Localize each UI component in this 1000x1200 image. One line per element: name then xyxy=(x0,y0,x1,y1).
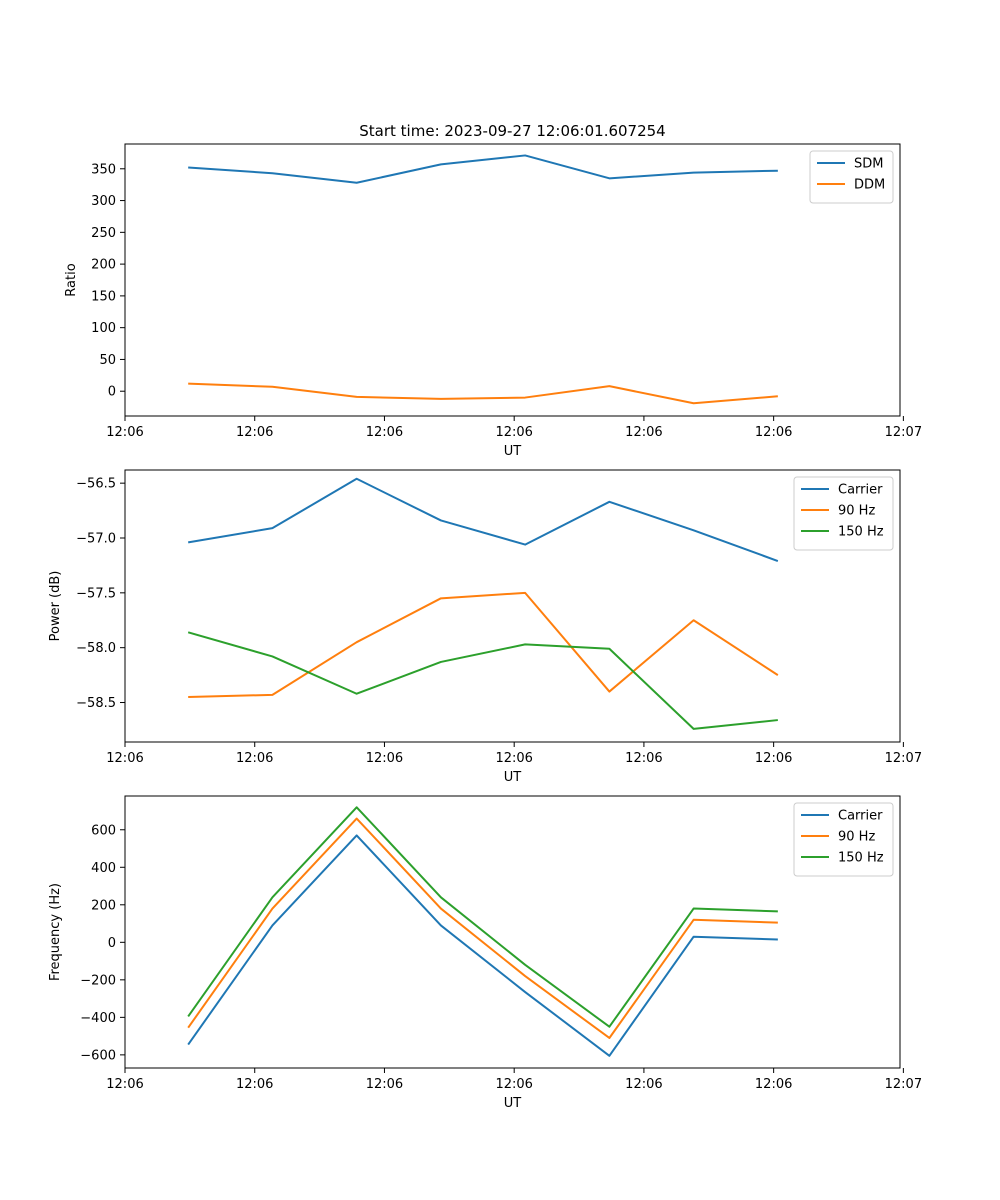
y-tick-label: 300 xyxy=(91,194,116,209)
series-line-sdm xyxy=(188,154,778,184)
series-line-150-hz xyxy=(187,631,778,730)
x-axis-label: UT xyxy=(504,1096,522,1111)
y-tick-label: 50 xyxy=(99,353,116,368)
legend: Carrier 90 Hz 150 Hz xyxy=(793,802,894,877)
chart-panel-1: 12:06 12:06 12:06 12:06 12:06 12:06 12:07 0 50 10… xyxy=(64,143,922,459)
y-tick-label: 600 xyxy=(91,823,116,838)
y-tick-label: 400 xyxy=(91,861,116,876)
y-tick-label: −58.5 xyxy=(76,696,116,711)
x-axis-label: UT xyxy=(504,444,522,459)
legend-label: 90 Hz xyxy=(838,504,875,519)
x-tick-label: 12:06 xyxy=(495,1077,532,1092)
x-tick-label: 12:06 xyxy=(236,1077,273,1092)
y-tick-label: 200 xyxy=(91,898,116,913)
series-line-150-hz xyxy=(187,806,778,1028)
legend-label: 90 Hz xyxy=(838,830,875,845)
x-tick-label: 12:06 xyxy=(625,1077,662,1092)
x-tick-label: 12:06 xyxy=(625,751,662,766)
plot-frame xyxy=(124,469,901,743)
series-line-90-hz xyxy=(188,591,779,699)
y-axis-label: Ratio xyxy=(64,263,79,296)
legend-label: SDM xyxy=(854,157,883,172)
legend: SDM DDM xyxy=(809,150,894,204)
y-tick-label: −400 xyxy=(80,1011,116,1026)
x-tick-label: 12:06 xyxy=(236,425,273,440)
chart-panel-3: 12:06 12:06 12:06 12:06 12:06 12:06 12:07 −600 −… xyxy=(48,795,922,1111)
legend-label: 150 Hz xyxy=(838,525,884,540)
x-tick-label: 12:07 xyxy=(885,751,922,766)
x-tick-label: 12:06 xyxy=(236,751,273,766)
plot-frame xyxy=(124,143,901,417)
y-tick-label: −200 xyxy=(80,973,116,988)
x-tick-label: 12:06 xyxy=(106,1077,143,1092)
x-tick-label: 12:06 xyxy=(495,751,532,766)
x-tick-label: 12:06 xyxy=(366,425,403,440)
legend-label: 150 Hz xyxy=(838,851,884,866)
x-tick-label: 12:06 xyxy=(366,1077,403,1092)
y-tick-label: 350 xyxy=(91,162,116,177)
y-axis-label: Frequency (Hz) xyxy=(48,883,63,981)
plot-frame xyxy=(124,795,901,1069)
legend-label: DDM xyxy=(854,178,885,193)
x-tick-label: 12:06 xyxy=(106,425,143,440)
series-line-carrier xyxy=(188,477,779,562)
series-line-ddm xyxy=(188,382,778,405)
legend-label: Carrier xyxy=(838,483,883,498)
y-tick-label: 150 xyxy=(91,289,116,304)
x-tick-label: 12:07 xyxy=(885,1077,922,1092)
x-tick-label: 12:06 xyxy=(755,425,792,440)
legend: Carrier 90 Hz 150 Hz xyxy=(793,476,894,551)
y-tick-label: 100 xyxy=(91,321,116,336)
y-tick-label: −56.5 xyxy=(76,477,116,492)
y-tick-label: 0 xyxy=(108,385,116,400)
y-tick-label: 0 xyxy=(108,936,116,951)
y-tick-label: −600 xyxy=(80,1048,116,1063)
x-tick-label: 12:07 xyxy=(885,425,922,440)
x-tick-label: 12:06 xyxy=(625,425,662,440)
x-tick-label: 12:06 xyxy=(755,1077,792,1092)
chart-panel-2: 12:06 12:06 12:06 12:06 12:06 12:06 12:07 −58.5… xyxy=(48,469,922,785)
series-line-90-hz xyxy=(187,817,778,1039)
series-line-carrier xyxy=(187,834,778,1057)
x-tick-label: 12:06 xyxy=(755,751,792,766)
chart-panels: 12:06 12:06 12:06 12:06 12:06 12:06 12:07 0 50 10… xyxy=(48,143,922,1111)
y-tick-label: −57.0 xyxy=(76,532,116,547)
y-tick-label: 200 xyxy=(91,258,116,273)
x-tick-label: 12:06 xyxy=(366,751,403,766)
y-tick-label: −57.5 xyxy=(76,586,116,601)
y-axis-label: Power (dB) xyxy=(48,571,63,642)
legend-label: Carrier xyxy=(838,809,883,824)
y-tick-label: 250 xyxy=(91,226,116,241)
x-tick-label: 12:06 xyxy=(106,751,143,766)
y-tick-label: −58.0 xyxy=(76,641,116,656)
x-axis-label: UT xyxy=(504,770,522,785)
x-tick-label: 12:06 xyxy=(495,425,532,440)
figure-title: Start time: 2023-09-27 12:06:01.607254 xyxy=(359,122,665,140)
